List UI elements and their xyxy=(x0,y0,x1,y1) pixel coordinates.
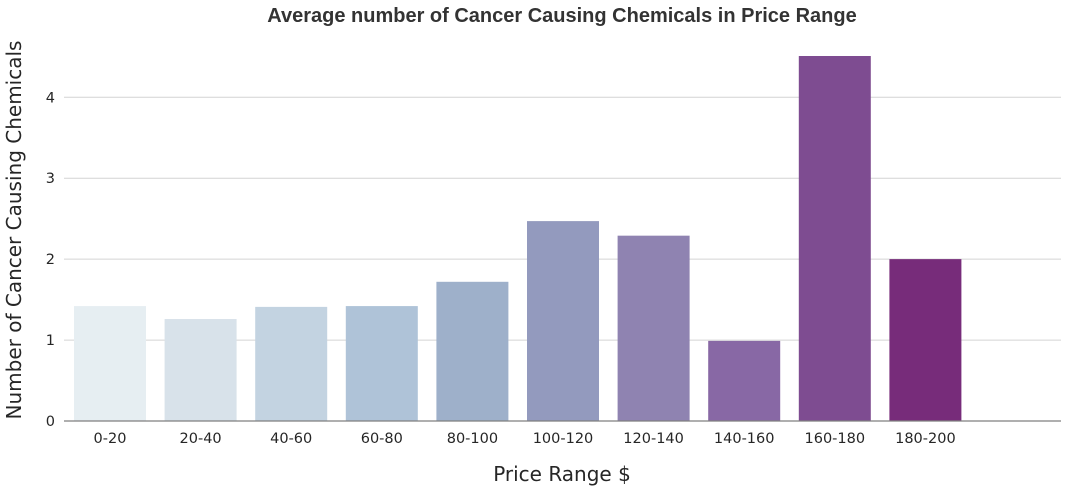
x-tick-label: 180-200 xyxy=(895,431,956,447)
bar-0-20 xyxy=(74,306,146,421)
bar-60-80 xyxy=(345,306,418,421)
y-tick-label: 1 xyxy=(46,333,55,349)
bar-100-120 xyxy=(527,221,599,421)
x-tick-labels: 0-20 20-40 40-60 60-80 80-100 100-120 120-140 1… xyxy=(94,431,956,447)
bar-40-60 xyxy=(255,306,328,421)
x-tick-label: 140-160 xyxy=(714,431,775,447)
y-axis-label: Number of Cancer Causing Chemicals xyxy=(2,41,26,420)
bars xyxy=(74,56,962,421)
y-tick-label: 2 xyxy=(46,252,55,268)
chart-title: Average number of Cancer Causing Chemica… xyxy=(267,5,856,27)
bar-180-200 xyxy=(889,259,962,421)
x-axis-label: Price Range $ xyxy=(493,462,631,486)
x-tick-label: 60-80 xyxy=(361,431,403,447)
bar-20-40 xyxy=(164,319,237,421)
y-tick-labels: 0 1 2 3 4 xyxy=(46,90,55,430)
x-tick-label: 0-20 xyxy=(94,431,127,447)
x-tick-label: 80-100 xyxy=(447,431,498,447)
bar-140-160 xyxy=(708,340,781,421)
x-tick-label: 20-40 xyxy=(180,431,222,447)
bar-120-140 xyxy=(617,235,690,421)
bar-160-180 xyxy=(798,56,871,421)
x-tick-label: 120-140 xyxy=(623,431,684,447)
y-tick-label: 4 xyxy=(46,90,55,106)
x-tick-label: 160-180 xyxy=(805,431,866,447)
y-tick-label: 0 xyxy=(46,414,55,430)
x-tick-label: 40-60 xyxy=(270,431,312,447)
x-tick-label: 100-120 xyxy=(533,431,594,447)
y-tick-label: 3 xyxy=(46,171,55,187)
bar-80-100 xyxy=(436,281,509,421)
